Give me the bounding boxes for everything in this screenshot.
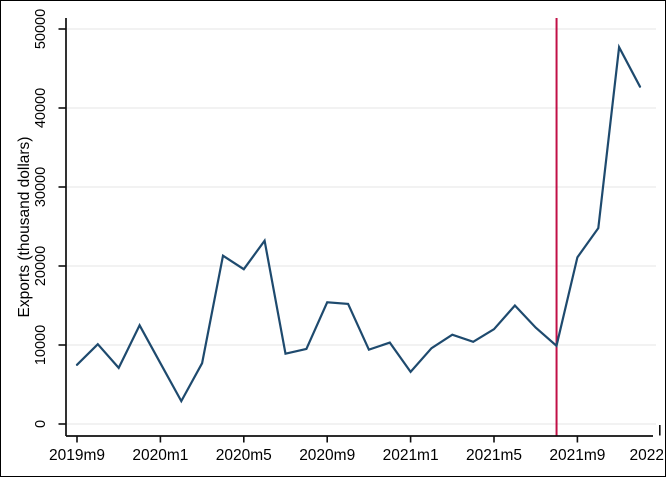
y-tick-label-10000: 10000 [33,325,49,365]
x-tick-label-2020m1: 2020m1 [132,447,188,464]
y-tick-label-0: 0 [33,420,49,428]
ticks-group: 0 10000 20000 30000 40000 50000 2019m9 2020m1 20… [33,9,664,464]
x-tick-label-2022: 2022 [630,447,664,464]
x-tick-label-2021m9: 2021m9 [549,447,605,464]
x-tick-label-2020m9: 2020m9 [299,447,355,464]
gridlines-group [66,28,656,425]
x-tick-label-2021m5: 2021m5 [466,447,522,464]
y-axis-title: Exports (thousand dollars) [16,137,33,318]
series-group [75,43,642,404]
x-tick-label-2021m1: 2021m1 [383,447,439,464]
axes-group [65,18,653,437]
y-tick-label-50000: 50000 [33,9,49,49]
y-tick-label-30000: 30000 [33,167,49,207]
y-tick-label-40000: 40000 [33,88,49,128]
x-tick-label-2019m9: 2019m9 [49,447,105,464]
x-tick-label-2020m5: 2020m5 [216,447,272,464]
y-tick-label-20000: 20000 [33,246,49,286]
exports-series-line [75,43,642,404]
